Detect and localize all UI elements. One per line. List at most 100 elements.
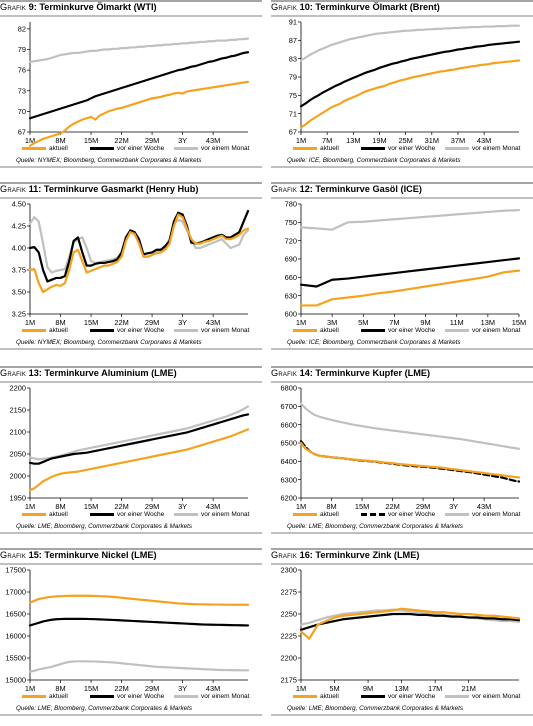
legend-swatch bbox=[90, 147, 114, 150]
chart-panel-nickel: Grafik 15: Terminkurve Nickel (LME) 15000… bbox=[0, 548, 262, 726]
x-tick-label: 15M bbox=[512, 318, 526, 327]
bottom-rule bbox=[0, 166, 262, 168]
series-line-woche bbox=[299, 257, 521, 288]
legend-swatch bbox=[361, 513, 385, 516]
legend-swatch bbox=[22, 329, 46, 332]
title-rule bbox=[0, 381, 262, 383]
legend-item-aktuell: aktuell bbox=[293, 327, 339, 339]
y-tick-label: 6200 bbox=[281, 494, 297, 503]
grafik-number: 10: bbox=[299, 2, 313, 12]
y-tick-label: 2200 bbox=[281, 654, 297, 663]
plot-area: 67 70 73 76 79 82 1M 8M 15M 22M 29M 3Y 43M bbox=[18, 22, 250, 147]
legend-label: vor einer Woche bbox=[117, 693, 165, 700]
y-tick-label: 750 bbox=[285, 218, 297, 227]
x-tick-label: 43M bbox=[477, 502, 491, 511]
x-tick-label: 5M bbox=[329, 684, 339, 693]
chart-panel-zink: Grafik 16: Terminkurve Zink (LME) 2175 220… bbox=[271, 548, 533, 726]
legend-label: vor einem Monat bbox=[472, 511, 521, 518]
x-tick-label: 29M bbox=[145, 502, 159, 511]
legend-item-woche: vor einer Woche bbox=[90, 693, 164, 705]
x-tick-label: 15M bbox=[84, 318, 98, 327]
x-tick-label: 8M bbox=[326, 502, 336, 511]
x-tick-label: 3M bbox=[327, 318, 337, 327]
legend-label: vor einem Monat bbox=[201, 327, 250, 334]
x-tick-label: 29M bbox=[145, 318, 159, 327]
series-line-woche bbox=[299, 440, 521, 483]
x-tick-label: 1M bbox=[25, 684, 35, 693]
x-tick-label: 43M bbox=[206, 318, 220, 327]
legend-label: vor einer Woche bbox=[388, 511, 436, 518]
legend-label: aktuell bbox=[320, 327, 339, 334]
legend-swatch bbox=[445, 329, 469, 332]
x-tick-label: 3Y bbox=[178, 684, 187, 693]
x-tick-label: 3Y bbox=[178, 136, 187, 145]
x-tick-label: 17M bbox=[428, 684, 442, 693]
legend-label: aktuell bbox=[49, 327, 68, 334]
legend-swatch bbox=[22, 147, 46, 150]
legend-item-aktuell: aktuell bbox=[293, 145, 339, 157]
y-tick-label: 16500 bbox=[5, 610, 26, 619]
chart-title: Grafik 14: Terminkurve Kupfer (LME) bbox=[271, 368, 533, 380]
y-tick-label: 720 bbox=[285, 236, 297, 245]
y-tick-label: 2050 bbox=[10, 450, 26, 459]
title-rule bbox=[0, 15, 262, 17]
legend-item-woche: vor einer Woche bbox=[90, 327, 164, 339]
series-line-aktuell bbox=[299, 607, 521, 640]
series-line-aktuell bbox=[28, 428, 250, 492]
x-tick-label: 7M bbox=[389, 318, 399, 327]
legend: aktuell vor einer Woche vor einem Monat bbox=[8, 327, 262, 339]
legend-label: aktuell bbox=[320, 693, 339, 700]
legend-label: vor einer Woche bbox=[117, 511, 165, 518]
legend-swatch bbox=[90, 695, 114, 698]
series-line-woche bbox=[299, 612, 521, 631]
legend-label: vor einer Woche bbox=[388, 145, 436, 152]
legend: aktuell vor einer Woche vor einem Monat bbox=[279, 145, 533, 157]
legend-label: vor einem Monat bbox=[472, 145, 521, 152]
y-tick-label: 2150 bbox=[10, 406, 26, 415]
y-tick-label: 71 bbox=[289, 109, 297, 118]
grafik-number: 16: bbox=[299, 550, 313, 560]
source-note: Quelle: ICE, Bloomberg, Commerzbank Corp… bbox=[287, 157, 461, 164]
x-tick-label: 22M bbox=[114, 318, 128, 327]
legend-label: vor einer Woche bbox=[117, 145, 165, 152]
plot-area: 67 71 75 79 83 87 91 1M 7M 13M 19M 25M 31M 37M 43M bbox=[289, 18, 521, 145]
chart-panel-henry-hub: Grafik 11: Terminkurve Gasmarkt (Henry H… bbox=[0, 182, 262, 360]
chart-panel-brent: Grafik 10: Terminkurve Ölmarkt (Brent) 67… bbox=[271, 0, 533, 178]
legend-label: vor einem Monat bbox=[201, 145, 250, 152]
x-tick-label: 22M bbox=[114, 684, 128, 693]
y-tick-label: 70 bbox=[18, 107, 26, 116]
legend-swatch bbox=[90, 513, 114, 516]
legend-item-aktuell: aktuell bbox=[22, 511, 68, 523]
legend-item-monat: vor einem Monat bbox=[174, 145, 249, 157]
x-tick-label: 5M bbox=[358, 318, 368, 327]
legend-swatch bbox=[174, 147, 198, 150]
title-text: Terminkurve Gasmarkt (Henry Hub) bbox=[43, 184, 199, 194]
y-tick-label: 91 bbox=[289, 18, 297, 27]
bottom-rule bbox=[271, 166, 533, 168]
x-tick-label: 9M bbox=[420, 318, 430, 327]
y-tick-label: 6300 bbox=[281, 475, 297, 484]
x-tick-label: 22M bbox=[114, 136, 128, 145]
y-tick-label: 2250 bbox=[281, 610, 297, 619]
legend-swatch bbox=[22, 513, 46, 516]
y-tick-label: 16000 bbox=[5, 632, 26, 641]
y-tick-label: 2175 bbox=[281, 676, 297, 685]
source-note: Quelle: NYMEX; Bloomberg, Commerzbank Co… bbox=[16, 157, 202, 164]
legend-item-monat: vor einem Monat bbox=[445, 693, 520, 705]
x-tick-label: 43M bbox=[206, 684, 220, 693]
y-tick-label: 15500 bbox=[5, 654, 26, 663]
legend-item-monat: vor einem Monat bbox=[174, 327, 249, 339]
chart-title: Grafik 13: Terminkurve Aluminium (LME) bbox=[0, 368, 262, 380]
series-line-monat bbox=[28, 660, 250, 673]
legend-label: aktuell bbox=[49, 693, 68, 700]
y-tick-label: 87 bbox=[289, 36, 297, 45]
series-line-monat bbox=[28, 37, 250, 63]
y-tick-label: 4.00 bbox=[12, 244, 26, 253]
y-tick-label: 3.50 bbox=[12, 288, 26, 297]
y-tick-label: 2000 bbox=[10, 472, 26, 481]
source-note: Quelle: LME; Bloomberg, Commerzbank Corp… bbox=[287, 705, 464, 712]
legend-label: vor einem Monat bbox=[472, 327, 521, 334]
top-rule bbox=[271, 0, 533, 2]
top-rule bbox=[271, 182, 533, 184]
plot-area: 3.25 3.50 3.75 4.00 4.25 4.50 1M 8M 15M 22M 29M 3Y 4… bbox=[12, 200, 250, 327]
